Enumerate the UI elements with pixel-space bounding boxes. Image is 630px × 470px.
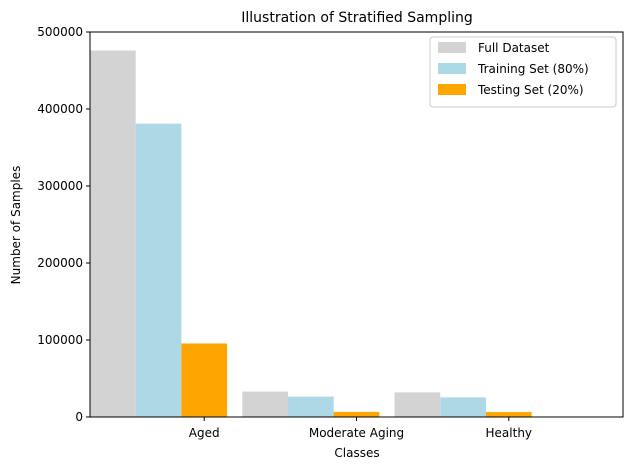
y-tick-label: 500000 [37,25,83,39]
legend-label-full-dataset: Full Dataset [478,41,550,55]
y-tick-label: 400000 [37,102,83,116]
y-tick-label: 0 [75,410,83,424]
legend-swatch-testing-set-20 [438,84,466,95]
chart-title: Illustration of Stratified Sampling [241,10,473,26]
legend-swatch-training-set-80 [438,63,466,74]
legend-label-training-set-80: Training Set (80%) [477,62,589,76]
legend-swatch-full-dataset [438,42,466,53]
bars-group [90,50,532,417]
x-tick-label: Healthy [486,426,533,440]
y-axis-title: Number of Samples [9,166,23,285]
bar-full-dataset-aged [90,50,136,417]
legend-label-testing-set-20: Testing Set (20%) [477,83,584,97]
y-tick-label: 300000 [37,179,83,193]
legend-frame [429,36,617,108]
bar-training-set-80-healthy [440,397,486,417]
x-tick-label: Aged [189,426,220,440]
bar-full-dataset-moderate-aging [242,391,288,417]
x-axis: Aged Moderate Aging Healthy [189,417,532,440]
bar-testing-set-20-aged [181,343,228,417]
bar-training-set-80-moderate-aging [287,396,334,417]
y-tick-label: 100000 [37,333,83,347]
bar-full-dataset-healthy [394,392,441,417]
plot-frame [89,31,624,418]
bar-testing-set-20-healthy [485,412,532,417]
x-axis-title: Classes [334,446,379,460]
legend: Full Dataset Training Set (80%) Testing Se… [429,36,617,108]
x-tick-label: Moderate Aging [309,426,404,440]
bar-training-set-80-aged [135,123,182,417]
y-axis: 0 100000 200000 300000 400000 500000 [37,25,90,424]
y-tick-label: 200000 [37,256,83,270]
bar-testing-set-20-moderate-aging [333,411,380,417]
